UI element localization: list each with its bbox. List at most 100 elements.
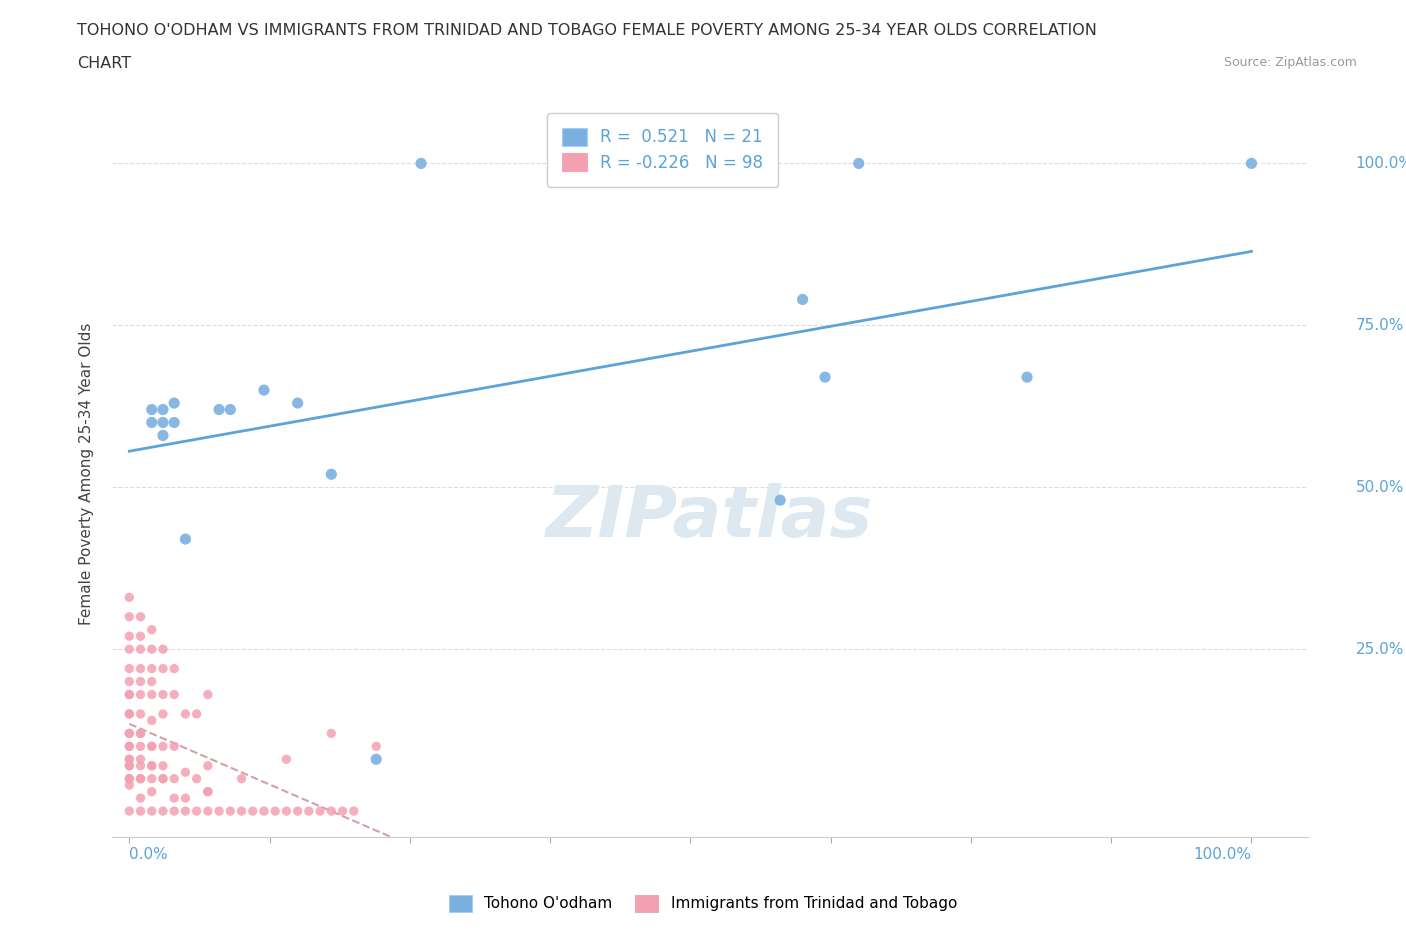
Point: [118, 707, 141, 722]
Point: [118, 726, 141, 741]
Point: [253, 804, 276, 818]
Point: [141, 402, 163, 417]
Text: 100.0%: 100.0%: [1194, 846, 1251, 862]
Point: [792, 292, 814, 307]
Point: [129, 707, 152, 722]
Point: [118, 629, 141, 644]
Point: [197, 687, 219, 702]
Point: [814, 370, 837, 385]
Text: ZIPatlas: ZIPatlas: [547, 484, 873, 552]
Point: [141, 687, 163, 702]
Point: [141, 738, 163, 753]
Point: [141, 642, 163, 657]
Point: [118, 609, 141, 624]
Point: [129, 726, 152, 741]
Point: [231, 804, 253, 818]
Text: 25.0%: 25.0%: [1355, 642, 1403, 657]
Point: [129, 771, 152, 786]
Point: [129, 771, 152, 786]
Point: [174, 532, 197, 547]
Text: TOHONO O'ODHAM VS IMMIGRANTS FROM TRINIDAD AND TOBAGO FEMALE POVERTY AMONG 25-34: TOHONO O'ODHAM VS IMMIGRANTS FROM TRINID…: [77, 23, 1097, 38]
Point: [769, 493, 792, 508]
Legend: R =  0.521   N = 21, R = -0.226   N = 98: R = 0.521 N = 21, R = -0.226 N = 98: [547, 113, 778, 187]
Point: [141, 674, 163, 689]
Point: [1240, 156, 1263, 171]
Point: [118, 707, 141, 722]
Point: [129, 751, 152, 766]
Point: [118, 738, 141, 753]
Text: 0.0%: 0.0%: [129, 846, 169, 862]
Point: [321, 467, 343, 482]
Point: [186, 804, 208, 818]
Point: [152, 642, 174, 657]
Point: [152, 771, 174, 786]
Point: [197, 758, 219, 773]
Point: [208, 804, 231, 818]
Point: [118, 642, 141, 657]
Point: [118, 726, 141, 741]
Point: [152, 428, 174, 443]
Point: [141, 804, 163, 818]
Point: [118, 738, 141, 753]
Point: [129, 790, 152, 805]
Point: [118, 687, 141, 702]
Point: [174, 707, 197, 722]
Point: [152, 707, 174, 722]
Point: [118, 804, 141, 818]
Point: [174, 790, 197, 805]
Point: [298, 804, 321, 818]
Point: [118, 687, 141, 702]
Point: [409, 156, 432, 171]
Point: [141, 713, 163, 728]
Point: [129, 629, 152, 644]
Point: [219, 402, 242, 417]
Legend: Tohono O'odham, Immigrants from Trinidad and Tobago: Tohono O'odham, Immigrants from Trinidad…: [443, 889, 963, 918]
Point: [253, 382, 276, 397]
Point: [163, 661, 186, 676]
Point: [129, 804, 152, 818]
Point: [163, 738, 186, 753]
Point: [174, 764, 197, 779]
Point: [219, 804, 242, 818]
Text: 75.0%: 75.0%: [1355, 318, 1403, 333]
Point: [118, 777, 141, 792]
Point: [129, 661, 152, 676]
Point: [152, 687, 174, 702]
Point: [152, 738, 174, 753]
Point: [276, 751, 298, 766]
Point: [163, 395, 186, 410]
Text: CHART: CHART: [77, 56, 131, 71]
Point: [848, 156, 870, 171]
Point: [141, 758, 163, 773]
Point: [174, 804, 197, 818]
Point: [208, 402, 231, 417]
Point: [287, 804, 309, 818]
Point: [129, 738, 152, 753]
Point: [152, 661, 174, 676]
Point: [129, 726, 152, 741]
Point: [129, 687, 152, 702]
Point: [1015, 370, 1038, 385]
Point: [343, 804, 366, 818]
Point: [197, 804, 219, 818]
Point: [118, 771, 141, 786]
Point: [141, 784, 163, 799]
Point: [309, 804, 332, 818]
Point: [186, 707, 208, 722]
Point: [141, 622, 163, 637]
Point: [242, 804, 264, 818]
Point: [197, 784, 219, 799]
Point: [118, 758, 141, 773]
Point: [366, 738, 388, 753]
Text: 50.0%: 50.0%: [1355, 480, 1403, 495]
Point: [129, 758, 152, 773]
Y-axis label: Female Poverty Among 25-34 Year Olds: Female Poverty Among 25-34 Year Olds: [79, 323, 94, 626]
Text: Source: ZipAtlas.com: Source: ZipAtlas.com: [1223, 56, 1357, 69]
Point: [152, 415, 174, 430]
Point: [118, 771, 141, 786]
Point: [141, 415, 163, 430]
Point: [186, 771, 208, 786]
Point: [163, 790, 186, 805]
Point: [321, 726, 343, 741]
Point: [332, 804, 354, 818]
